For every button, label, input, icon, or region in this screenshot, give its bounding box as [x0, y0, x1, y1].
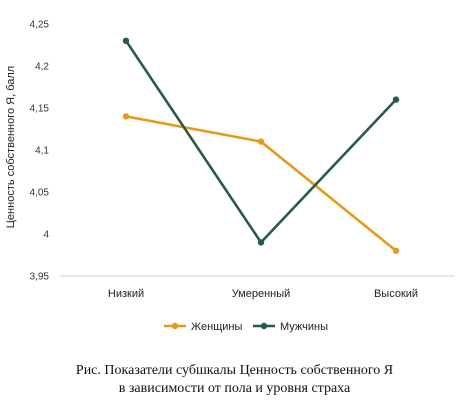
legend: Женщины Мужчины	[164, 321, 328, 333]
figure-caption-line-2: в зависимости от пола и уровня страха	[118, 381, 351, 396]
legend-swatch-marker	[260, 322, 268, 330]
series-group	[122, 37, 400, 254]
y-tick-label: 4,05	[30, 188, 50, 199]
y-tick-label: 4,15	[30, 104, 50, 115]
x-tick-label: Умеренный	[232, 288, 291, 300]
legend-label: Мужчины	[280, 321, 328, 333]
legend-label: Женщины	[191, 321, 242, 333]
y-tick-label: 4,2	[35, 62, 49, 73]
y-axis-ticks: 3,95 4 4,05 4,1 4,15 4,2 4,25	[30, 20, 50, 283]
data-point	[257, 239, 265, 246]
x-tick-label: Низкий	[108, 288, 144, 300]
y-tick-label: 3,95	[30, 272, 50, 283]
chart: 3,95 4 4,05 4,1 4,15 4,2 4,25 Низкий Умеренный В…	[5, 20, 455, 333]
y-tick-label: 4,1	[35, 146, 49, 157]
x-tick-label: Высокий	[374, 288, 418, 300]
series-line	[125, 115, 397, 252]
data-point	[257, 138, 265, 145]
figure-caption-line-1: Рис. Показатели субшкалы Ценность собств…	[75, 363, 394, 378]
data-point	[392, 247, 400, 254]
y-tick-label: 4	[43, 230, 49, 241]
y-axis-label: Ценность собственного Я, балл	[5, 66, 17, 228]
data-point	[122, 37, 130, 44]
data-point	[122, 113, 130, 120]
x-axis-ticks: Низкий Умеренный Высокий	[108, 288, 418, 300]
data-point	[392, 96, 400, 103]
legend-swatch-marker	[171, 322, 179, 330]
y-tick-label: 4,25	[30, 20, 50, 31]
